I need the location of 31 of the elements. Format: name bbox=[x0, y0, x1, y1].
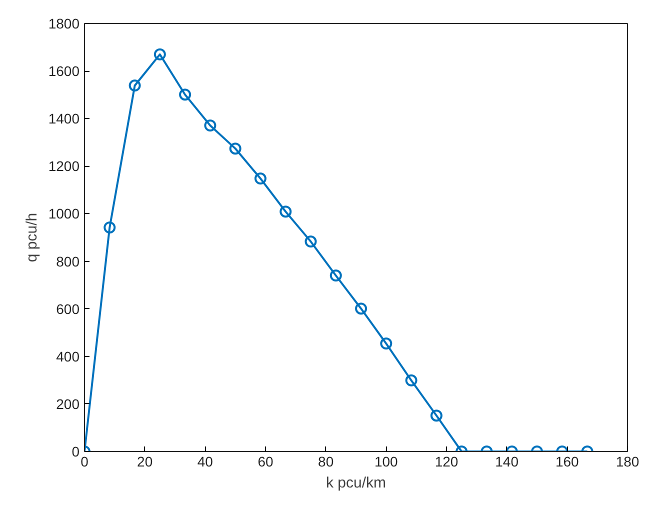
y-tick-label: 400 bbox=[56, 348, 80, 364]
point bbox=[179, 88, 192, 101]
x-tick-label: 160 bbox=[555, 454, 580, 470]
x-tick-label: 120 bbox=[434, 454, 458, 470]
y-axis-title: q pcu/h bbox=[23, 212, 40, 262]
x-tick-label: 180 bbox=[616, 454, 640, 470]
x-tick-label: 140 bbox=[495, 454, 519, 470]
y-tick-label: 1200 bbox=[48, 158, 80, 174]
point bbox=[330, 270, 342, 282]
y-tick-label: 1800 bbox=[48, 16, 80, 32]
point bbox=[304, 236, 317, 248]
point bbox=[128, 80, 141, 92]
x-tick-label: 80 bbox=[318, 454, 334, 470]
point bbox=[280, 206, 292, 218]
y-tick-label: 0 bbox=[72, 444, 80, 460]
point bbox=[254, 172, 266, 185]
y-tick-label: 1400 bbox=[48, 110, 80, 127]
y-tick-label: 1600 bbox=[48, 63, 80, 80]
y-tick-label: 800 bbox=[56, 253, 80, 270]
x-tick-label: 40 bbox=[197, 454, 214, 470]
x-axis-title: k pcu/km bbox=[326, 474, 386, 492]
x-tick-label: 100 bbox=[374, 454, 398, 470]
y-tick-label: 1000 bbox=[48, 206, 80, 222]
x-tick-label: 60 bbox=[258, 454, 274, 470]
y-tick-label: 600 bbox=[56, 300, 80, 317]
point bbox=[154, 48, 166, 60]
point bbox=[104, 222, 116, 234]
y-tick-label: 200 bbox=[56, 396, 80, 412]
x-tick-label: 20 bbox=[137, 454, 153, 470]
point bbox=[229, 142, 242, 155]
point bbox=[204, 120, 216, 132]
